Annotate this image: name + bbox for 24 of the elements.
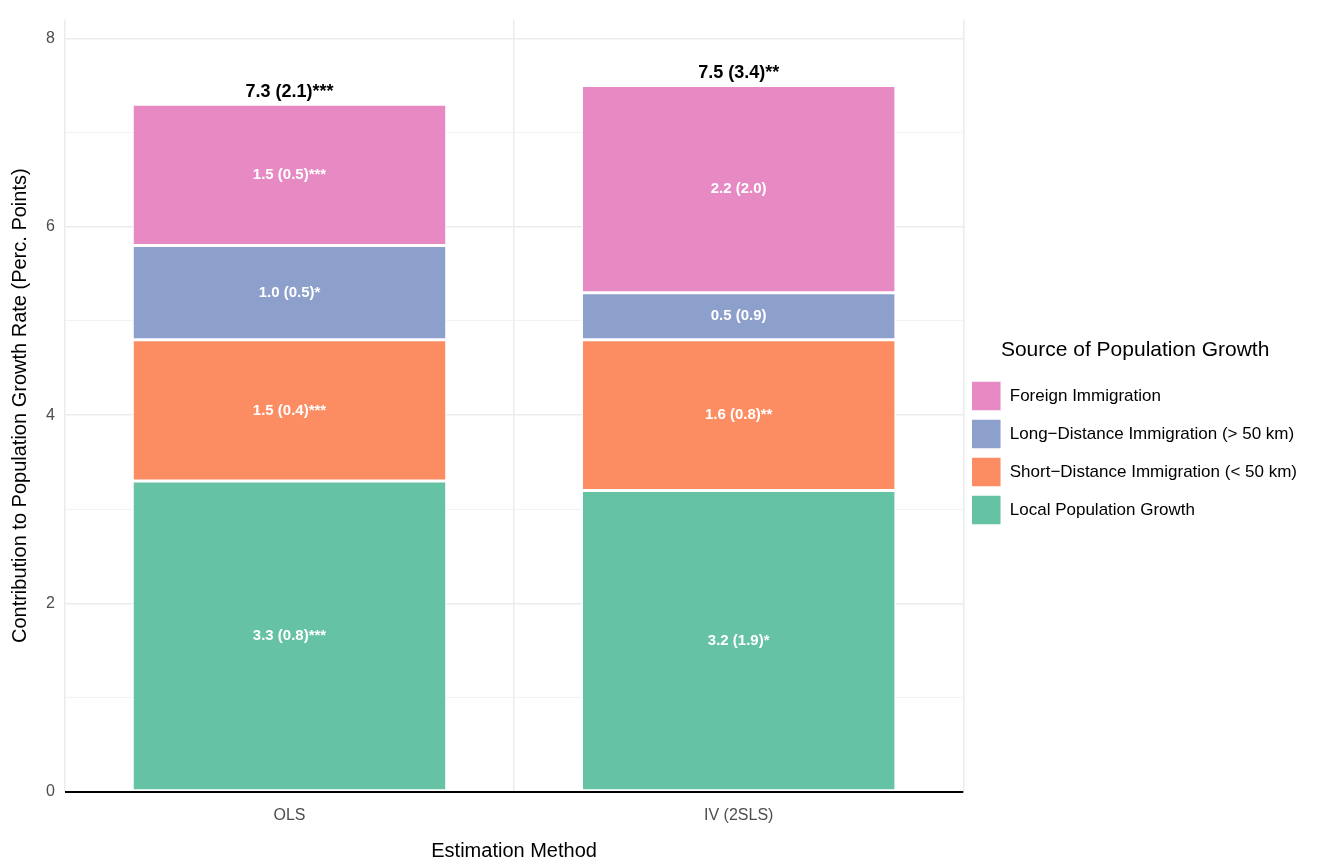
- data-label: 0.5 (0.9): [710, 306, 767, 324]
- y-tick-label: 2: [45, 593, 55, 611]
- x-axis-title: Estimation Method: [431, 838, 597, 861]
- x-tick-label: IV (2SLS): [704, 805, 774, 823]
- y-axis-title: Contribution to Population Growth Rate (Perc. Points): [7, 168, 30, 644]
- data-label: 1.6 (0.8)**: [704, 405, 773, 423]
- data-label: 1.5 (0.4)***: [252, 400, 327, 418]
- data-label: 1.5 (0.5)***: [252, 165, 327, 183]
- data-label: 3.2 (1.9)*: [707, 630, 770, 648]
- y-tick-label: 4: [45, 405, 55, 423]
- y-tick-label: 8: [45, 28, 55, 46]
- y-tick-label: 0: [45, 782, 55, 800]
- legend-title: Source of Population Growth: [1000, 337, 1270, 361]
- x-tick-label: OLS: [273, 805, 306, 823]
- total-label: 7.3 (2.1)***: [245, 81, 334, 102]
- y-tick-label: 6: [45, 217, 55, 235]
- legend-label: Local Population Growth: [1009, 499, 1196, 519]
- data-label: 3.3 (0.8)***: [252, 626, 327, 644]
- data-label: 1.0 (0.5)*: [258, 282, 321, 300]
- legend-label: Foreign Immigration: [1009, 385, 1161, 405]
- legend-label: Short−Distance Immigration (< 50 km): [1009, 461, 1297, 481]
- total-label: 7.5 (3.4)**: [698, 62, 780, 83]
- data-label: 2.2 (2.0): [710, 179, 767, 197]
- legend-label: Long−Distance Immigration (> 50 km): [1009, 423, 1295, 443]
